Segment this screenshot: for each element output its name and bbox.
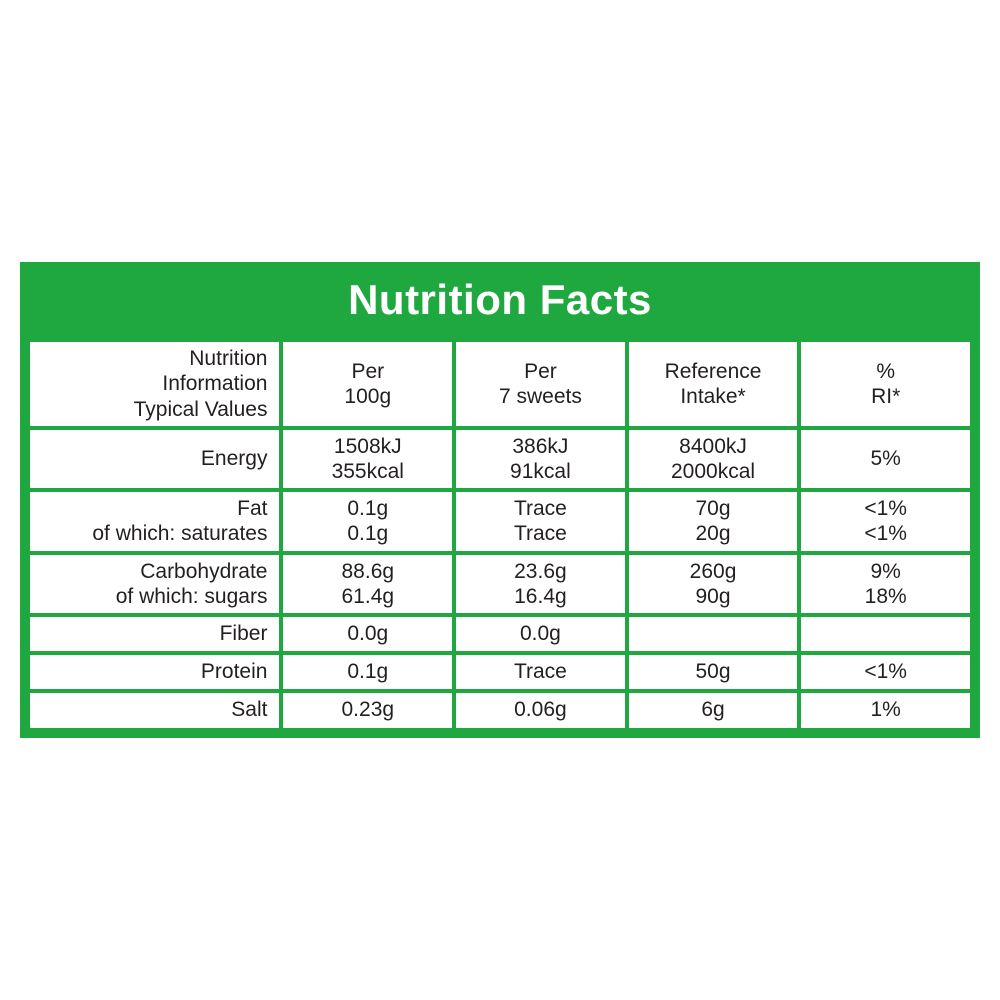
- header-per-serving: Per 7 sweets: [456, 342, 625, 426]
- cell-reference: 50g: [629, 655, 798, 689]
- value-line: Trace: [462, 521, 619, 546]
- value-line: 8400kJ: [635, 434, 792, 459]
- header-line: 7 sweets: [462, 384, 619, 409]
- label-line: of which: sugars: [36, 584, 267, 609]
- header-line: Per: [462, 359, 619, 384]
- row-fat: Fat of which: saturates 0.1g 0.1g Trace …: [30, 492, 970, 550]
- cell-ri: <1% <1%: [801, 492, 970, 550]
- row-carbohydrate: Carbohydrate of which: sugars 88.6g 61.4…: [30, 555, 970, 613]
- header-per100: Per 100g: [283, 342, 452, 426]
- cell-per100: 0.0g: [283, 617, 452, 651]
- row-protein: Protein 0.1g Trace 50g <1%: [30, 655, 970, 689]
- row-fiber: Fiber 0.0g 0.0g: [30, 617, 970, 651]
- header-line: Per: [289, 359, 446, 384]
- row-energy: Energy 1508kJ 355kcal 386kJ 91kcal 8400k…: [30, 430, 970, 488]
- cell-per100: 0.23g: [283, 693, 452, 727]
- value-line: 0.1g: [289, 496, 446, 521]
- value-line: Trace: [462, 496, 619, 521]
- cell-per100: 1508kJ 355kcal: [283, 430, 452, 488]
- cell-ri: [801, 617, 970, 651]
- value-line: 355kcal: [289, 459, 446, 484]
- label-line: of which: saturates: [36, 521, 267, 546]
- header-line: Intake*: [635, 384, 792, 409]
- cell-label: Protein: [30, 655, 279, 689]
- header-line: RI*: [807, 384, 964, 409]
- cell-label: Fat of which: saturates: [30, 492, 279, 550]
- value-line: 70g: [635, 496, 792, 521]
- header-reference-intake: Reference Intake*: [629, 342, 798, 426]
- value-line: 9%: [807, 559, 964, 584]
- cell-label: Fiber: [30, 617, 279, 651]
- cell-per100: 88.6g 61.4g: [283, 555, 452, 613]
- cell-per100: 0.1g 0.1g: [283, 492, 452, 550]
- cell-ri: 1%: [801, 693, 970, 727]
- cell-ri: 9% 18%: [801, 555, 970, 613]
- cell-reference: 70g 20g: [629, 492, 798, 550]
- value-line: 61.4g: [289, 584, 446, 609]
- cell-reference: 6g: [629, 693, 798, 727]
- cell-ri: 5%: [801, 430, 970, 488]
- cell-ri: <1%: [801, 655, 970, 689]
- value-line: <1%: [807, 521, 964, 546]
- cell-per-serving: Trace: [456, 655, 625, 689]
- header-line: %: [807, 359, 964, 384]
- table-header-row: Nutrition Information Typical Values Per…: [30, 342, 970, 426]
- header-label-line: Nutrition: [36, 346, 267, 371]
- panel-title: Nutrition Facts: [26, 268, 974, 338]
- value-line: 90g: [635, 584, 792, 609]
- value-line: 2000kcal: [635, 459, 792, 484]
- cell-label: Carbohydrate of which: sugars: [30, 555, 279, 613]
- cell-label: Salt: [30, 693, 279, 727]
- cell-per100: 0.1g: [283, 655, 452, 689]
- value-line: 386kJ: [462, 434, 619, 459]
- cell-per-serving: 0.0g: [456, 617, 625, 651]
- cell-reference: 260g 90g: [629, 555, 798, 613]
- nutrition-panel: Nutrition Facts Nutrition Information Ty…: [20, 262, 980, 737]
- value-line: 18%: [807, 584, 964, 609]
- header-label-line: Typical Values: [36, 397, 267, 422]
- value-line: 23.6g: [462, 559, 619, 584]
- header-line: Reference: [635, 359, 792, 384]
- value-line: 91kcal: [462, 459, 619, 484]
- cell-reference: 8400kJ 2000kcal: [629, 430, 798, 488]
- label-line: Carbohydrate: [36, 559, 267, 584]
- header-label: Nutrition Information Typical Values: [30, 342, 279, 426]
- cell-per-serving: Trace Trace: [456, 492, 625, 550]
- header-line: 100g: [289, 384, 446, 409]
- value-line: <1%: [807, 496, 964, 521]
- cell-per-serving: 386kJ 91kcal: [456, 430, 625, 488]
- cell-per-serving: 23.6g 16.4g: [456, 555, 625, 613]
- nutrition-table: Nutrition Information Typical Values Per…: [26, 338, 974, 731]
- cell-reference: [629, 617, 798, 651]
- label-line: Fat: [36, 496, 267, 521]
- header-ri-percent: % RI*: [801, 342, 970, 426]
- row-salt: Salt 0.23g 0.06g 6g 1%: [30, 693, 970, 727]
- value-line: 20g: [635, 521, 792, 546]
- header-label-line: Information: [36, 371, 267, 396]
- value-line: 16.4g: [462, 584, 619, 609]
- value-line: 260g: [635, 559, 792, 584]
- cell-per-serving: 0.06g: [456, 693, 625, 727]
- value-line: 1508kJ: [289, 434, 446, 459]
- value-line: 88.6g: [289, 559, 446, 584]
- value-line: 0.1g: [289, 521, 446, 546]
- cell-label: Energy: [30, 430, 279, 488]
